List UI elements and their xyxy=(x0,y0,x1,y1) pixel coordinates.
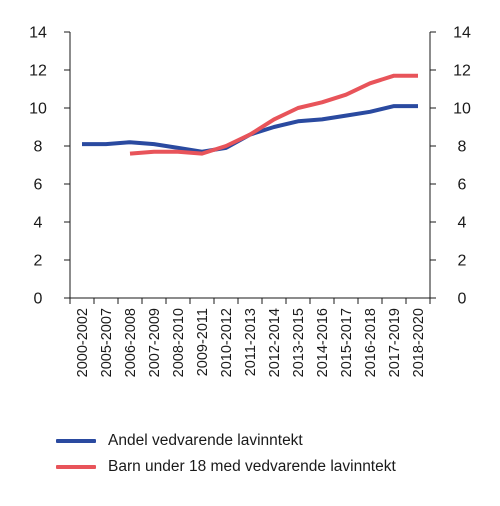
left-y-axis: 0 2 4 6 8 10 12 14 xyxy=(29,25,70,308)
y-tick-label-left: 4 xyxy=(34,215,43,232)
y-tick-label-right: 8 xyxy=(458,139,467,156)
y-tick-label-right: 6 xyxy=(458,177,467,194)
right-y-axis: 0 2 4 6 8 10 12 14 xyxy=(430,25,471,308)
legend-item-series-2: Barn under 18 med vedvarende lavinntekt xyxy=(56,454,396,480)
x-tick-label: 2009-2011 xyxy=(195,308,211,376)
y-tick-label-left: 2 xyxy=(34,253,43,270)
y-tick-label-left: 10 xyxy=(29,101,47,118)
x-tick-label: 2016-2018 xyxy=(363,308,379,377)
legend-label-series-2: Barn under 18 med vedvarende lavinntekt xyxy=(108,458,396,475)
y-tick-label-right: 2 xyxy=(458,253,467,270)
x-tick-label: 2017-2019 xyxy=(387,308,403,377)
legend-label-series-1: Andel vedvarende lavinntekt xyxy=(108,432,303,449)
x-tick-label: 2007-2009 xyxy=(147,308,163,377)
y-tick-label-left: 12 xyxy=(29,63,47,80)
y-tick-label-right: 4 xyxy=(458,215,467,232)
y-tick-label-left: 8 xyxy=(34,139,43,156)
x-tick-label: 2014-2016 xyxy=(315,308,331,377)
y-tick-label-left: 6 xyxy=(34,177,43,194)
series-lines xyxy=(82,73,418,156)
x-tick-label: 2008-2010 xyxy=(171,308,187,377)
y-tick-label-right: 0 xyxy=(458,291,467,308)
legend-item-series-1: Andel vedvarende lavinntekt xyxy=(56,428,396,454)
y-tick-label-right: 12 xyxy=(453,63,471,80)
y-tick-label-right: 10 xyxy=(453,101,471,118)
legend-swatch-series-1 xyxy=(56,439,96,443)
legend: Andel vedvarende lavinntekt Barn under 1… xyxy=(56,428,396,480)
y-tick-label-left: 0 xyxy=(34,291,43,308)
x-tick-label: 2013-2015 xyxy=(291,308,307,377)
legend-swatch-series-2 xyxy=(56,465,96,469)
x-tick-label: 2015-2017 xyxy=(339,308,355,377)
x-tick-label: 2018-2020 xyxy=(411,308,427,377)
series-line-1 xyxy=(82,104,418,154)
x-tick-label: 2006-2008 xyxy=(123,308,139,377)
y-tick-label-right: 14 xyxy=(453,25,471,42)
y-tick-label-left: 14 xyxy=(29,25,47,42)
x-axis-tick-labels: 2000-2002 2005-2007 2006-2008 2007-2009 2008… xyxy=(69,298,431,377)
x-tick-label: 2005-2007 xyxy=(99,308,115,377)
plot-frame xyxy=(69,32,431,299)
x-tick-label: 2012-2014 xyxy=(267,308,283,377)
line-chart-plot: 0 2 4 6 8 10 12 14 0 2 4 6 8 10 12 14 2000-2002 2005-20… xyxy=(29,25,471,378)
series-line-2 xyxy=(129,73,418,156)
x-tick-label: 2010-2012 xyxy=(219,308,235,377)
x-tick-label: 2000-2002 xyxy=(75,308,91,377)
x-tick-label: 2011-2013 xyxy=(243,308,259,376)
